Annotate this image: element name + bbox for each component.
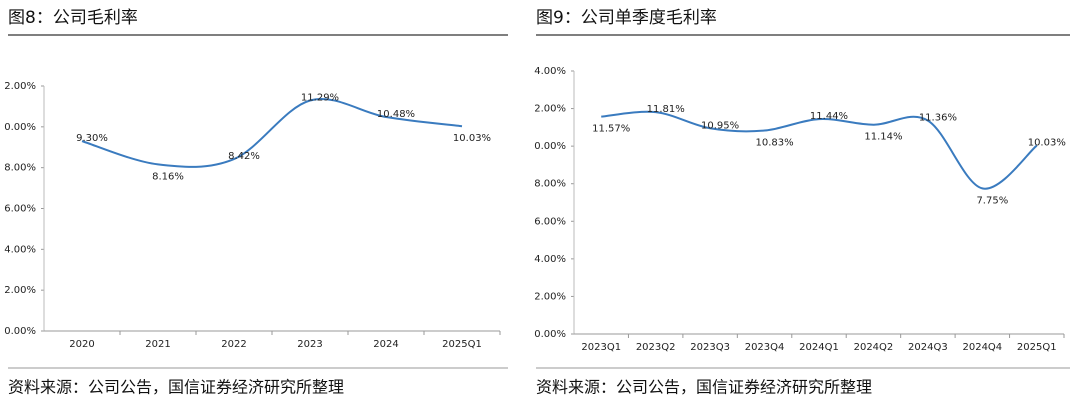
x-tick-label: 2023Q1	[581, 342, 621, 353]
y-tick-label: 4.00%	[534, 66, 566, 77]
data-label: 11.57%	[592, 124, 630, 135]
y-tick-label: 2.00%	[4, 81, 36, 92]
y-tick-label: 6.00%	[4, 204, 36, 215]
y-tick-label: 0.00%	[534, 141, 566, 152]
source-note: 资料来源：公司公告，国信证券经济研究所整理	[536, 378, 872, 397]
x-tick-label: 2022	[221, 339, 246, 350]
x-tick-label: 2024Q2	[854, 342, 894, 353]
x-tick-label: 2023	[297, 339, 322, 350]
x-tick-label: 2025Q1	[442, 339, 482, 350]
y-tick-label: 8.00%	[4, 163, 36, 174]
data-label: 10.95%	[701, 120, 739, 131]
y-tick-label: 2.00%	[534, 104, 566, 115]
x-tick-label: 2025Q1	[1017, 342, 1057, 353]
y-tick-label: 4.00%	[4, 244, 36, 255]
x-tick-label: 2021	[145, 339, 170, 350]
y-tick-label: 2.00%	[4, 285, 36, 296]
chart-title: 图9：公司单季度毛利率	[536, 8, 717, 28]
data-label: 11.81%	[647, 104, 685, 115]
line-series	[601, 110, 1038, 190]
y-tick-label: 6.00%	[534, 216, 566, 227]
y-tick-label: 2.00%	[534, 291, 566, 302]
data-label: 11.44%	[810, 111, 848, 122]
x-tick-label: 2024	[373, 339, 398, 350]
data-label: 11.36%	[919, 113, 957, 124]
data-label: 8.16%	[152, 171, 184, 182]
data-label: 10.83%	[755, 138, 793, 149]
x-tick-label: 2023Q2	[636, 342, 676, 353]
data-label: 10.03%	[1028, 138, 1066, 149]
data-label: 7.75%	[976, 195, 1008, 206]
y-tick-label: 0.00%	[4, 326, 36, 337]
data-label: 10.48%	[377, 109, 415, 120]
x-tick-label: 2024Q4	[962, 342, 1002, 353]
x-tick-label: 2020	[69, 339, 94, 350]
y-tick-label: 4.00%	[534, 254, 566, 265]
x-tick-label: 2023Q4	[745, 342, 785, 353]
x-tick-label: 2024Q1	[799, 342, 839, 353]
data-label: 8.42%	[228, 151, 260, 162]
source-note: 资料来源：公司公告，国信证券经济研究所整理	[8, 378, 344, 397]
data-label: 9.30%	[76, 133, 108, 144]
x-tick-label: 2023Q3	[690, 342, 730, 353]
chart-title: 图8：公司毛利率	[8, 8, 138, 28]
x-tick-label: 2024Q3	[908, 342, 948, 353]
line-series	[81, 98, 463, 168]
y-tick-label: 0.00%	[4, 122, 36, 133]
data-label: 11.29%	[301, 92, 339, 103]
data-label: 11.14%	[864, 132, 902, 143]
y-tick-label: 0.00%	[534, 329, 566, 340]
y-tick-label: 8.00%	[534, 179, 566, 190]
data-label: 10.03%	[453, 133, 491, 144]
